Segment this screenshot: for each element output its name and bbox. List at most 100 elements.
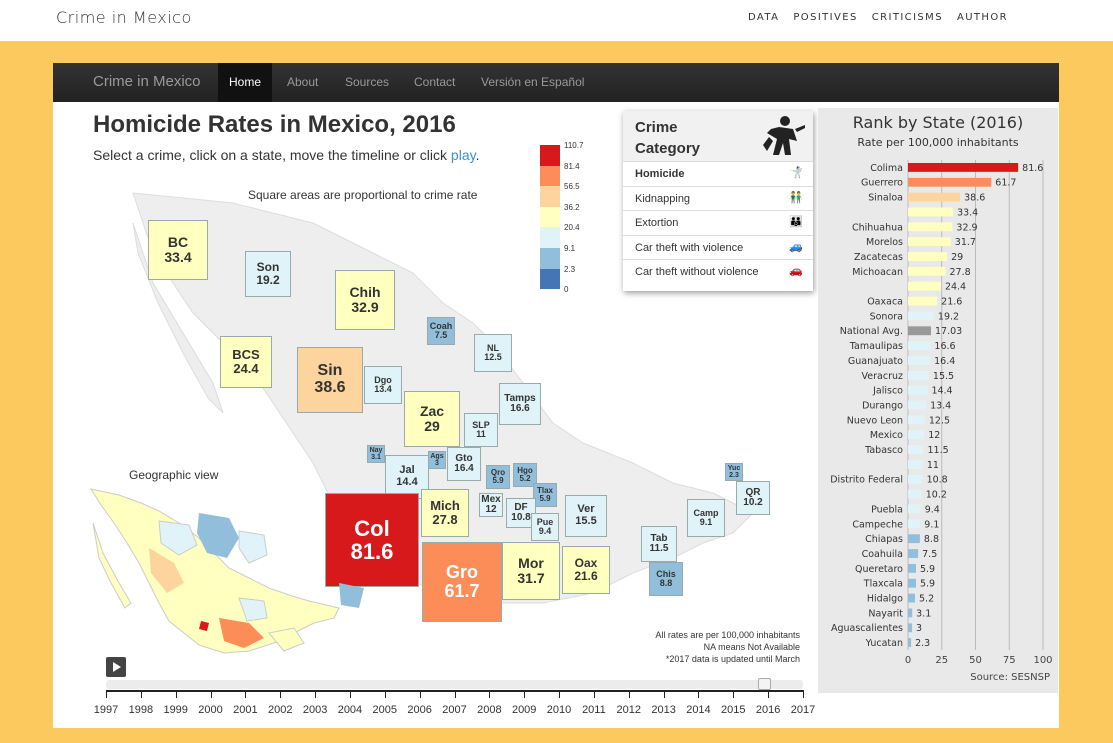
site-nav-data[interactable]: DATA xyxy=(748,12,780,23)
car-icon: 🚗 xyxy=(789,265,803,277)
year-tick xyxy=(245,690,247,698)
legend-swatch xyxy=(540,145,560,166)
year-label[interactable]: 2010 xyxy=(546,704,572,716)
play-button[interactable] xyxy=(106,657,126,677)
year-label[interactable]: 2011 xyxy=(582,704,606,716)
year-label[interactable]: 2001 xyxy=(233,704,258,716)
year-label[interactable]: 2006 xyxy=(407,704,432,716)
state-zac[interactable]: Zac 29 xyxy=(404,391,460,447)
year-label[interactable]: 2004 xyxy=(337,704,363,716)
rank-bar xyxy=(908,266,946,276)
year-label[interactable]: 2000 xyxy=(198,704,223,716)
state-bc[interactable]: BC 33.4 xyxy=(148,220,208,280)
state-gto[interactable]: Gto 16.4 xyxy=(447,447,481,481)
state-abbr: Qro xyxy=(490,467,506,477)
state-dgo[interactable]: Dgo 13.4 xyxy=(364,366,402,404)
year-label[interactable]: 2009 xyxy=(511,704,537,716)
state-abbr: BC xyxy=(167,234,189,251)
x-tick-label: 100 xyxy=(1033,655,1052,666)
nav-home[interactable]: Home xyxy=(218,63,273,102)
state-pue[interactable]: Pue 9.4 xyxy=(531,513,559,541)
state-mor[interactable]: Mor 31.7 xyxy=(502,542,560,600)
state-chih[interactable]: Chih 32.9 xyxy=(335,270,395,330)
year-label[interactable]: 2008 xyxy=(477,704,502,716)
nav-contact[interactable]: Contact xyxy=(414,75,456,89)
state-nay[interactable]: Nay 3.1 xyxy=(367,445,385,463)
year-label[interactable]: 2016 xyxy=(755,704,781,716)
state-abbr: Zac xyxy=(419,403,445,420)
crime-option-extortion[interactable]: Extortion 👪 xyxy=(623,210,813,235)
state-camp[interactable]: Camp 9.1 xyxy=(687,499,725,537)
state-col[interactable]: Col 81.6 xyxy=(325,493,419,587)
state-ver[interactable]: Ver 15.5 xyxy=(565,495,607,537)
crime-option-label: Homicide xyxy=(635,168,685,180)
year-label[interactable]: 2012 xyxy=(616,704,641,716)
year-label[interactable]: 2003 xyxy=(302,704,328,716)
year-label[interactable]: 2002 xyxy=(268,704,293,716)
state-value: 7.5 xyxy=(434,330,448,340)
timeline-track[interactable] xyxy=(106,680,803,689)
state-value: 3 xyxy=(435,460,439,467)
app-brand[interactable]: Crime in Mexico xyxy=(93,73,201,90)
state-tab[interactable]: Tab 11.5 xyxy=(641,526,677,562)
state-bcs[interactable]: BCS 24.4 xyxy=(220,336,272,388)
rank-bar xyxy=(908,474,923,484)
state-qr[interactable]: QR 10.2 xyxy=(736,481,770,515)
year-label[interactable]: 2005 xyxy=(372,704,398,716)
state-abbr: Col xyxy=(354,515,390,541)
year-label[interactable]: 2013 xyxy=(651,704,676,716)
state-ags[interactable]: Ags 3 xyxy=(428,451,446,469)
state-value: 13.4 xyxy=(374,384,392,394)
state-yuc[interactable]: Yuc 2.3 xyxy=(725,463,743,481)
timeline-handle[interactable] xyxy=(758,678,771,690)
state-mex[interactable]: Mex 12 xyxy=(479,493,503,517)
state-value: 27.8 xyxy=(432,512,458,527)
nav-spanish[interactable]: Versión en Español xyxy=(481,75,585,89)
state-qro[interactable]: Qro 5.9 xyxy=(486,465,510,489)
bar-value-label: 81.6 xyxy=(1022,163,1043,174)
state-chis[interactable]: Chis 8.8 xyxy=(649,562,683,596)
year-label[interactable]: 2015 xyxy=(721,704,746,716)
year-label[interactable]: 2014 xyxy=(686,704,711,716)
app-panel: Crime in Mexico Home About Sources Conta… xyxy=(53,63,1059,728)
nav-about[interactable]: About xyxy=(287,75,319,89)
state-coah[interactable]: Coah 7.5 xyxy=(427,317,455,345)
state-oax[interactable]: Oax 21.6 xyxy=(562,546,610,594)
state-abbr: Gro xyxy=(445,562,478,583)
year-label[interactable]: 1998 xyxy=(128,704,154,716)
year-label[interactable]: 1997 xyxy=(93,704,119,716)
nav-sources[interactable]: Sources xyxy=(345,75,390,89)
bar-value-label: 7.5 xyxy=(922,549,937,560)
rank-bar xyxy=(908,400,927,410)
state-tamps[interactable]: Tamps 16.6 xyxy=(499,383,541,425)
crime-category-title: Crime Category xyxy=(635,117,700,159)
state-sin[interactable]: Sin 38.6 xyxy=(297,347,363,413)
state-tlax[interactable]: Tlax 5.9 xyxy=(533,483,557,507)
crime-option-car-theft-violence[interactable]: Car theft with violence 🚙 xyxy=(623,234,813,260)
bar-value-label: 16.4 xyxy=(934,356,955,367)
year-label[interactable]: 2017 xyxy=(790,704,816,716)
crime-option-kidnapping[interactable]: Kidnapping 👬 xyxy=(623,185,813,211)
geographic-minimap[interactable] xyxy=(89,483,379,658)
rank-bar xyxy=(908,608,913,618)
crime-option-homicide[interactable]: Homicide 🤺 xyxy=(623,161,813,186)
site-nav-author[interactable]: AUTHOR xyxy=(956,12,1008,23)
year-tick xyxy=(140,690,142,698)
state-slp[interactable]: SLP 11 xyxy=(464,413,498,447)
site-nav-criticisms[interactable]: CRITICISMS xyxy=(871,12,943,23)
bar-value-label: 10.2 xyxy=(926,490,947,501)
play-link[interactable]: play xyxy=(450,147,476,163)
state-abbr: Mex xyxy=(481,493,501,505)
state-abbr: Jal xyxy=(399,464,415,477)
year-label[interactable]: 2007 xyxy=(442,704,467,716)
crime-option-car-theft[interactable]: Car theft without violence 🚗 xyxy=(623,259,813,284)
site-nav-positives[interactable]: POSITIVES xyxy=(793,12,858,23)
state-gro[interactable]: Gro 61.7 xyxy=(422,542,502,622)
state-son[interactable]: Son 19.2 xyxy=(245,251,291,297)
state-abbr: Mor xyxy=(518,555,544,572)
rank-bar xyxy=(908,534,920,544)
year-label[interactable]: 1999 xyxy=(163,704,188,716)
state-nl[interactable]: NL 12.5 xyxy=(474,334,512,372)
state-mich[interactable]: Mich 27.8 xyxy=(421,489,469,537)
rank-bar xyxy=(908,207,954,217)
